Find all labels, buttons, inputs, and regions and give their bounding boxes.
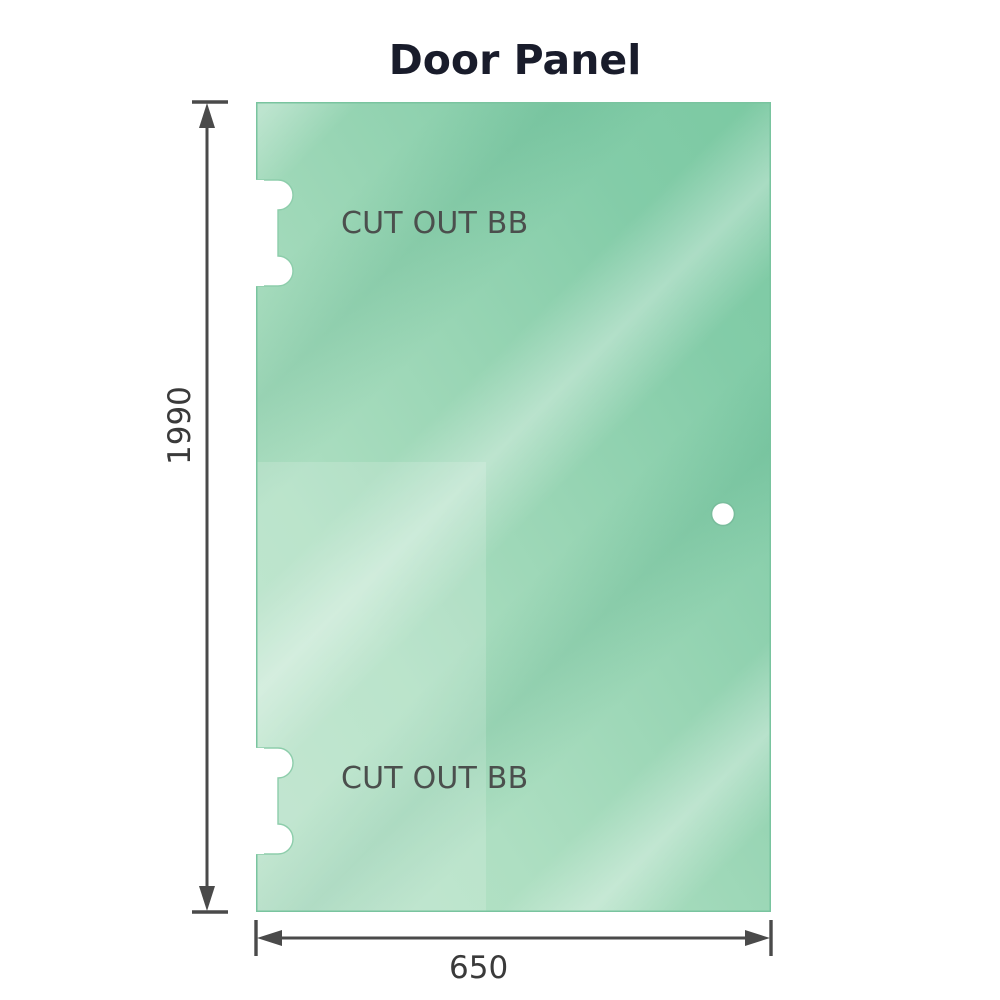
width-dimension-label: 650: [449, 950, 509, 986]
handle-hole-shape: [710, 501, 736, 527]
height-dimension-label: 1990: [162, 386, 198, 465]
height-dimension: [192, 100, 228, 914]
cutout-bottom-shape: [256, 747, 294, 855]
page-title: Door Panel: [388, 36, 642, 84]
cutout-top-label: CUT OUT BB: [341, 206, 529, 241]
width-dimension: [254, 920, 773, 956]
cutout-bottom-label: CUT OUT BB: [341, 761, 529, 796]
cutout-top-shape: [256, 179, 294, 287]
panel-outline: [256, 102, 771, 912]
door-panel-graphic: [256, 102, 771, 912]
door-panel: [256, 102, 771, 912]
